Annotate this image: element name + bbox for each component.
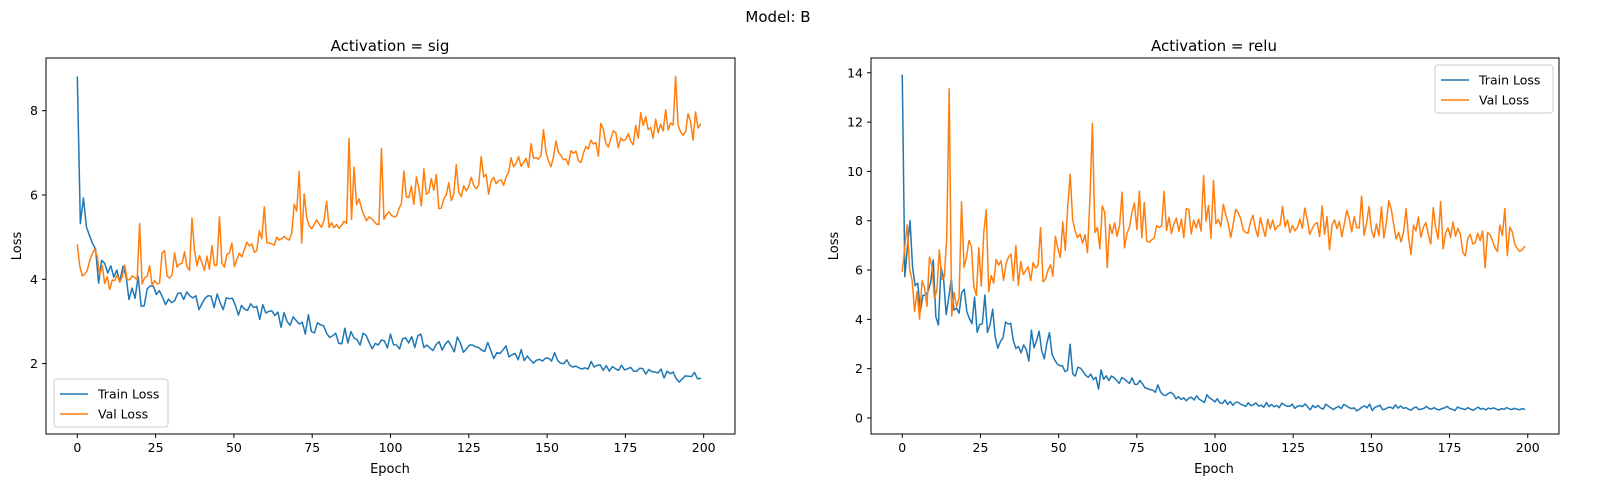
figure-suptitle: Model: B [745, 8, 810, 26]
relu-chart-xtick-label: 125 [1281, 440, 1305, 455]
sig-chart-xtick-label: 100 [379, 440, 403, 455]
sig-chart-legend-train-label: Train Loss [97, 387, 159, 402]
sig-chart-ytick-label: 8 [30, 103, 38, 118]
relu-chart-val-loss-line [901, 88, 1526, 320]
relu-chart-xtick-label: 150 [1359, 440, 1383, 455]
sig-chart-xlabel: Epoch [370, 462, 410, 477]
sig-chart-ytick-label: 2 [30, 356, 38, 371]
relu-chart-ytick-label: 4 [855, 312, 863, 327]
relu-chart-title: Activation = relu [1151, 37, 1277, 55]
sig-chart-xtick-label: 175 [613, 440, 637, 455]
relu-chart-legend-train-label: Train Loss [1478, 73, 1540, 88]
sig-chart-xtick-label: 125 [457, 440, 481, 455]
relu-chart-ytick-label: 8 [855, 213, 863, 228]
relu-chart-xtick-label: 75 [1129, 440, 1145, 455]
sig-chart-plot-frame [45, 57, 736, 435]
relu-chart-ytick-label: 0 [855, 410, 863, 425]
sig-chart-xtick-label: 50 [226, 440, 242, 455]
relu-chart-ylabel: Loss [827, 232, 842, 261]
relu-chart-xtick-label: 50 [1051, 440, 1067, 455]
relu-chart-ytick-label: 10 [847, 164, 863, 179]
sig-chart: Activation = sig Epoch Loss 0 25 50 75 100 12… [10, 37, 736, 477]
relu-chart-xtick-label: 175 [1438, 440, 1462, 455]
sig-chart-train-loss-line [76, 76, 702, 383]
relu-chart-legend: Train Loss Val Loss [1434, 64, 1554, 114]
sig-chart-xtick-label: 150 [535, 440, 559, 455]
sig-chart-legend-box [53, 378, 169, 428]
sig-chart-series [76, 75, 702, 383]
sig-chart-ticks: 0 25 50 75 100 125 150 175 200 2 4 6 8 [30, 103, 716, 455]
sig-chart-xtick-label: 25 [148, 440, 164, 455]
relu-chart-ytick-label: 14 [847, 65, 863, 80]
relu-chart-ticks: 0 25 50 75 100 125 150 175 200 0 2 4 6 8 10 12 14 [847, 65, 1540, 455]
relu-chart: Activation = relu Epoch Loss 0 25 50 75 100 1… [827, 37, 1560, 477]
relu-chart-train-loss-line [901, 74, 1526, 412]
relu-chart-legend-box [1434, 64, 1554, 114]
sig-chart-xtick-label: 0 [73, 440, 81, 455]
sig-chart-xtick-label: 200 [692, 440, 716, 455]
sig-chart-ytick-label: 4 [30, 272, 38, 287]
relu-chart-legend-val-label: Val Loss [1479, 93, 1529, 108]
relu-chart-ytick-label: 2 [855, 361, 863, 376]
sig-chart-ytick-label: 6 [30, 187, 38, 202]
sig-chart-xtick-label: 75 [304, 440, 320, 455]
relu-chart-ytick-label: 6 [855, 263, 863, 278]
relu-chart-xtick-label: 200 [1516, 440, 1540, 455]
sig-chart-val-loss-line [76, 75, 702, 291]
relu-chart-plot-frame [870, 57, 1560, 435]
relu-chart-series [901, 74, 1526, 412]
relu-chart-xtick-label: 25 [973, 440, 989, 455]
sig-chart-ylabel: Loss [10, 232, 25, 261]
relu-chart-xtick-label: 100 [1203, 440, 1227, 455]
sig-chart-legend: Train Loss Val Loss [53, 378, 169, 428]
sig-chart-legend-val-label: Val Loss [98, 407, 148, 422]
relu-chart-xtick-label: 0 [898, 440, 906, 455]
relu-chart-xlabel: Epoch [1194, 462, 1234, 477]
relu-chart-ytick-label: 12 [847, 115, 863, 130]
sig-chart-title: Activation = sig [331, 37, 450, 55]
